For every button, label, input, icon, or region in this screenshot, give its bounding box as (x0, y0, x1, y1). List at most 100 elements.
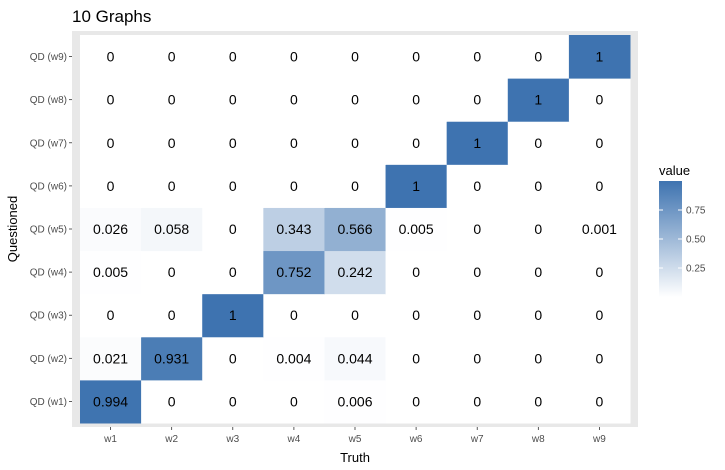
cell-value-label: 0 (412, 49, 420, 65)
heatmap-cell (568, 78, 631, 122)
cell-value-label: 0 (412, 135, 420, 151)
cell-value-label: 0 (473, 178, 481, 194)
y-tick-label: QD (w5) (30, 225, 67, 236)
x-tick-label: w4 (286, 434, 300, 445)
heatmap-cell (141, 121, 203, 165)
heatmap-cell (263, 78, 325, 122)
y-tick-label: QD (w8) (30, 95, 67, 106)
cell-value-label: 0 (351, 49, 359, 65)
cell-value-label: 0 (168, 49, 176, 65)
heatmap-cell (507, 293, 570, 338)
cell-value-label: 0 (534, 178, 542, 194)
heatmap-cell (385, 121, 448, 165)
heatmap-cell (507, 121, 570, 165)
x-axis-title: Truth (340, 450, 370, 465)
cell-value-label: 0 (168, 178, 176, 194)
x-tick-label: w5 (348, 434, 362, 445)
cell-value-label: 0 (290, 178, 298, 194)
cell-value-label: 0 (290, 393, 298, 409)
y-tick-label: QD (w6) (30, 181, 67, 192)
heatmap-cell (446, 379, 509, 424)
heatmap-cell (568, 35, 631, 79)
cell-value-label: 0 (596, 307, 604, 323)
cell-value-label: 0.044 (337, 350, 372, 366)
cell-value-label: 0 (351, 307, 359, 323)
cell-value-label: 0 (351, 92, 359, 108)
cell-value-label: 0 (473, 49, 481, 65)
y-axis-ticks: QD (w1) QD (w2) QD (w3) QD (w4) QD (w5) QD (w… (30, 52, 72, 408)
cell-value-label: 0 (534, 350, 542, 366)
heatmap-cell (263, 250, 325, 295)
heatmap-cell (324, 336, 387, 381)
cell-value-label: 0 (473, 264, 481, 280)
cell-value-label: 0 (229, 350, 237, 366)
heatmap-cell (202, 293, 264, 338)
heatmap-cell (446, 121, 509, 165)
heatmap-cell (141, 336, 203, 381)
cell-value-label: 0 (229, 49, 237, 65)
cell-value-label: 0.006 (337, 393, 372, 409)
heatmap-cell (507, 78, 570, 122)
heatmap-cell (80, 379, 142, 424)
cell-value-label: 0 (473, 221, 481, 237)
cell-value-label: 1 (534, 92, 542, 108)
cell-value-label: 0 (168, 264, 176, 280)
cell-value-label: 0 (229, 264, 237, 280)
legend-title: value (659, 163, 690, 178)
cell-value-label: 0 (290, 49, 298, 65)
x-tick-label: w1 (103, 434, 117, 445)
y-tick-label: QD (w9) (30, 52, 67, 63)
x-tick-label: w3 (225, 434, 239, 445)
cell-value-label: 0 (412, 350, 420, 366)
heatmap-cell (263, 207, 325, 252)
heatmap-cell (141, 293, 203, 338)
cell-value-label: 1 (229, 307, 237, 323)
heatmap-cell (80, 78, 142, 122)
cell-value-label: 0.242 (337, 264, 372, 280)
legend-tick-label: 0.25 (686, 264, 706, 275)
cell-value-label: 0 (229, 221, 237, 237)
cell-value-label: 0.005 (93, 264, 128, 280)
cell-value-label: 0 (290, 307, 298, 323)
heatmap-cell (263, 164, 325, 208)
heatmap-cell (324, 207, 387, 252)
y-tick-label: QD (w2) (30, 354, 67, 365)
heatmap-cell (324, 78, 387, 122)
cell-value-label: 0 (107, 49, 115, 65)
heatmap-cell (202, 207, 264, 252)
cell-value-label: 1 (412, 178, 420, 194)
heatmap-cell (446, 336, 509, 381)
cell-value-label: 0 (534, 307, 542, 323)
cell-value-label: 0 (534, 221, 542, 237)
cell-value-label: 0 (473, 307, 481, 323)
cell-value-label: 0 (534, 264, 542, 280)
x-tick-label: w8 (531, 434, 545, 445)
cell-value-label: 0.026 (93, 221, 128, 237)
cell-value-label: 0 (596, 92, 604, 108)
cell-value-label: 0 (107, 135, 115, 151)
x-tick-label: w2 (164, 434, 178, 445)
heatmap-cell (385, 207, 448, 252)
heatmap-cell (141, 164, 203, 208)
heatmap-cell (263, 379, 325, 424)
heatmap-cell (141, 35, 203, 79)
heatmap-cell (202, 164, 264, 208)
heatmap-cell (568, 379, 631, 424)
heatmap-cell (446, 293, 509, 338)
heatmap-cell (507, 35, 570, 79)
heatmap-cell (568, 121, 631, 165)
cell-value-label: 0.058 (154, 221, 189, 237)
cell-value-label: 0 (168, 92, 176, 108)
cell-value-label: 1 (596, 49, 604, 65)
cell-value-label: 0 (351, 135, 359, 151)
cell-value-label: 0.994 (93, 393, 128, 409)
heatmap-cell (202, 35, 264, 79)
heatmap-cell (202, 78, 264, 122)
cell-value-label: 0 (168, 307, 176, 323)
heatmap-cell (324, 293, 387, 338)
heatmap-cell (324, 379, 387, 424)
legend-ticks: 0.25 0.50 0.75 (659, 206, 706, 275)
heatmap-cell (385, 250, 448, 295)
cell-value-label: 0 (290, 92, 298, 108)
y-tick-label: QD (w1) (30, 397, 67, 408)
